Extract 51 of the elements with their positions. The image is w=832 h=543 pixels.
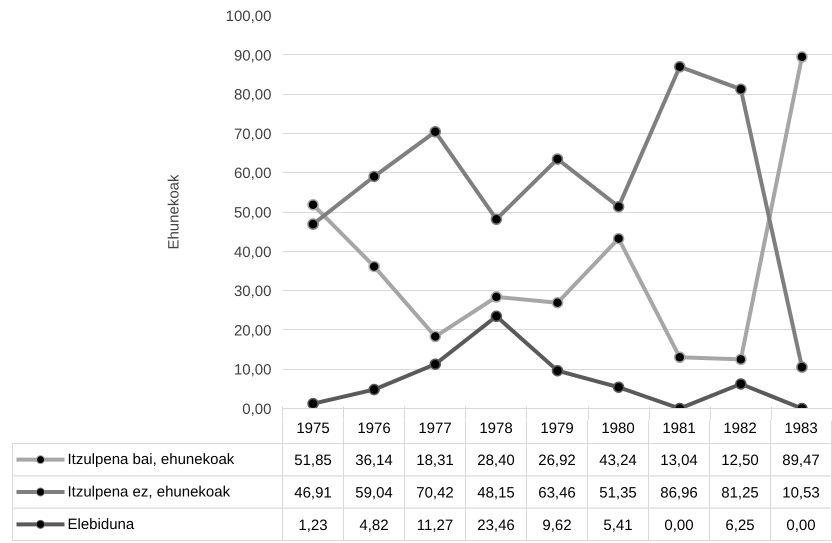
data-label: 63,46 xyxy=(538,484,576,502)
y-tick-label: 60,00 xyxy=(234,165,272,182)
data-label: 48,15 xyxy=(477,484,515,502)
data-label: 1,23 xyxy=(298,516,328,534)
data-label: 81,25 xyxy=(721,484,759,502)
data-label: 36,14 xyxy=(355,452,393,470)
x-tick-label: 1982 xyxy=(723,420,757,437)
data-label: 18,31 xyxy=(416,452,454,470)
y-tick-label: 100,00 xyxy=(226,8,272,25)
data-label: 0,00 xyxy=(786,516,816,534)
data-label: 59,04 xyxy=(355,484,393,502)
data-label: 89,47 xyxy=(782,452,820,470)
x-tick-label: 1978 xyxy=(479,420,513,437)
y-tick-label: 30,00 xyxy=(234,283,272,300)
x-tick-label: 1975 xyxy=(296,420,330,437)
data-label: 11,27 xyxy=(416,516,454,534)
data-label: 51,35 xyxy=(599,484,637,502)
y-tick-label: 70,00 xyxy=(234,126,272,143)
y-tick-label: 50,00 xyxy=(234,204,272,222)
legend-label: Itzulpena bai, ehunekoak xyxy=(68,451,235,468)
data-label: 51,85 xyxy=(294,452,332,470)
data-label: 4,82 xyxy=(359,516,389,534)
legend-label: Elebiduna xyxy=(68,516,135,533)
data-label: 46,91 xyxy=(294,484,332,502)
data-label: 6,25 xyxy=(725,516,755,534)
y-tick-label: 0,00 xyxy=(242,401,272,418)
y-tick-label: 80,00 xyxy=(234,86,272,104)
y-axis-title: Ehunekoak xyxy=(166,174,183,250)
data-label: 10,53 xyxy=(782,484,820,502)
data-label: 5,41 xyxy=(603,516,633,534)
x-tick-label: 1976 xyxy=(357,420,391,437)
x-tick-label: 1977 xyxy=(418,420,452,437)
data-label: 86,96 xyxy=(660,484,698,502)
data-label: 43,24 xyxy=(599,452,637,470)
legend-label: Itzulpena ez, ehunekoak xyxy=(68,484,231,500)
x-tick-label: 1983 xyxy=(784,420,818,437)
data-label: 23,46 xyxy=(477,516,515,534)
data-label: 70,42 xyxy=(416,484,454,502)
x-tick-label: 1981 xyxy=(662,420,696,437)
y-tick-label: 20,00 xyxy=(234,322,272,340)
x-tick-label: 1980 xyxy=(601,420,635,437)
data-label: 26,92 xyxy=(538,452,576,470)
y-tick-label: 10,00 xyxy=(234,362,272,379)
y-tick-label: 90,00 xyxy=(234,47,272,64)
data-label: 28,40 xyxy=(477,452,515,470)
data-label: 0,00 xyxy=(664,516,694,534)
y-tick-label: 40,00 xyxy=(234,244,272,261)
data-label: 12,50 xyxy=(721,452,759,470)
data-label: 9,62 xyxy=(542,516,572,534)
data-label: 13,04 xyxy=(660,452,698,470)
x-tick-label: 1979 xyxy=(540,420,574,437)
